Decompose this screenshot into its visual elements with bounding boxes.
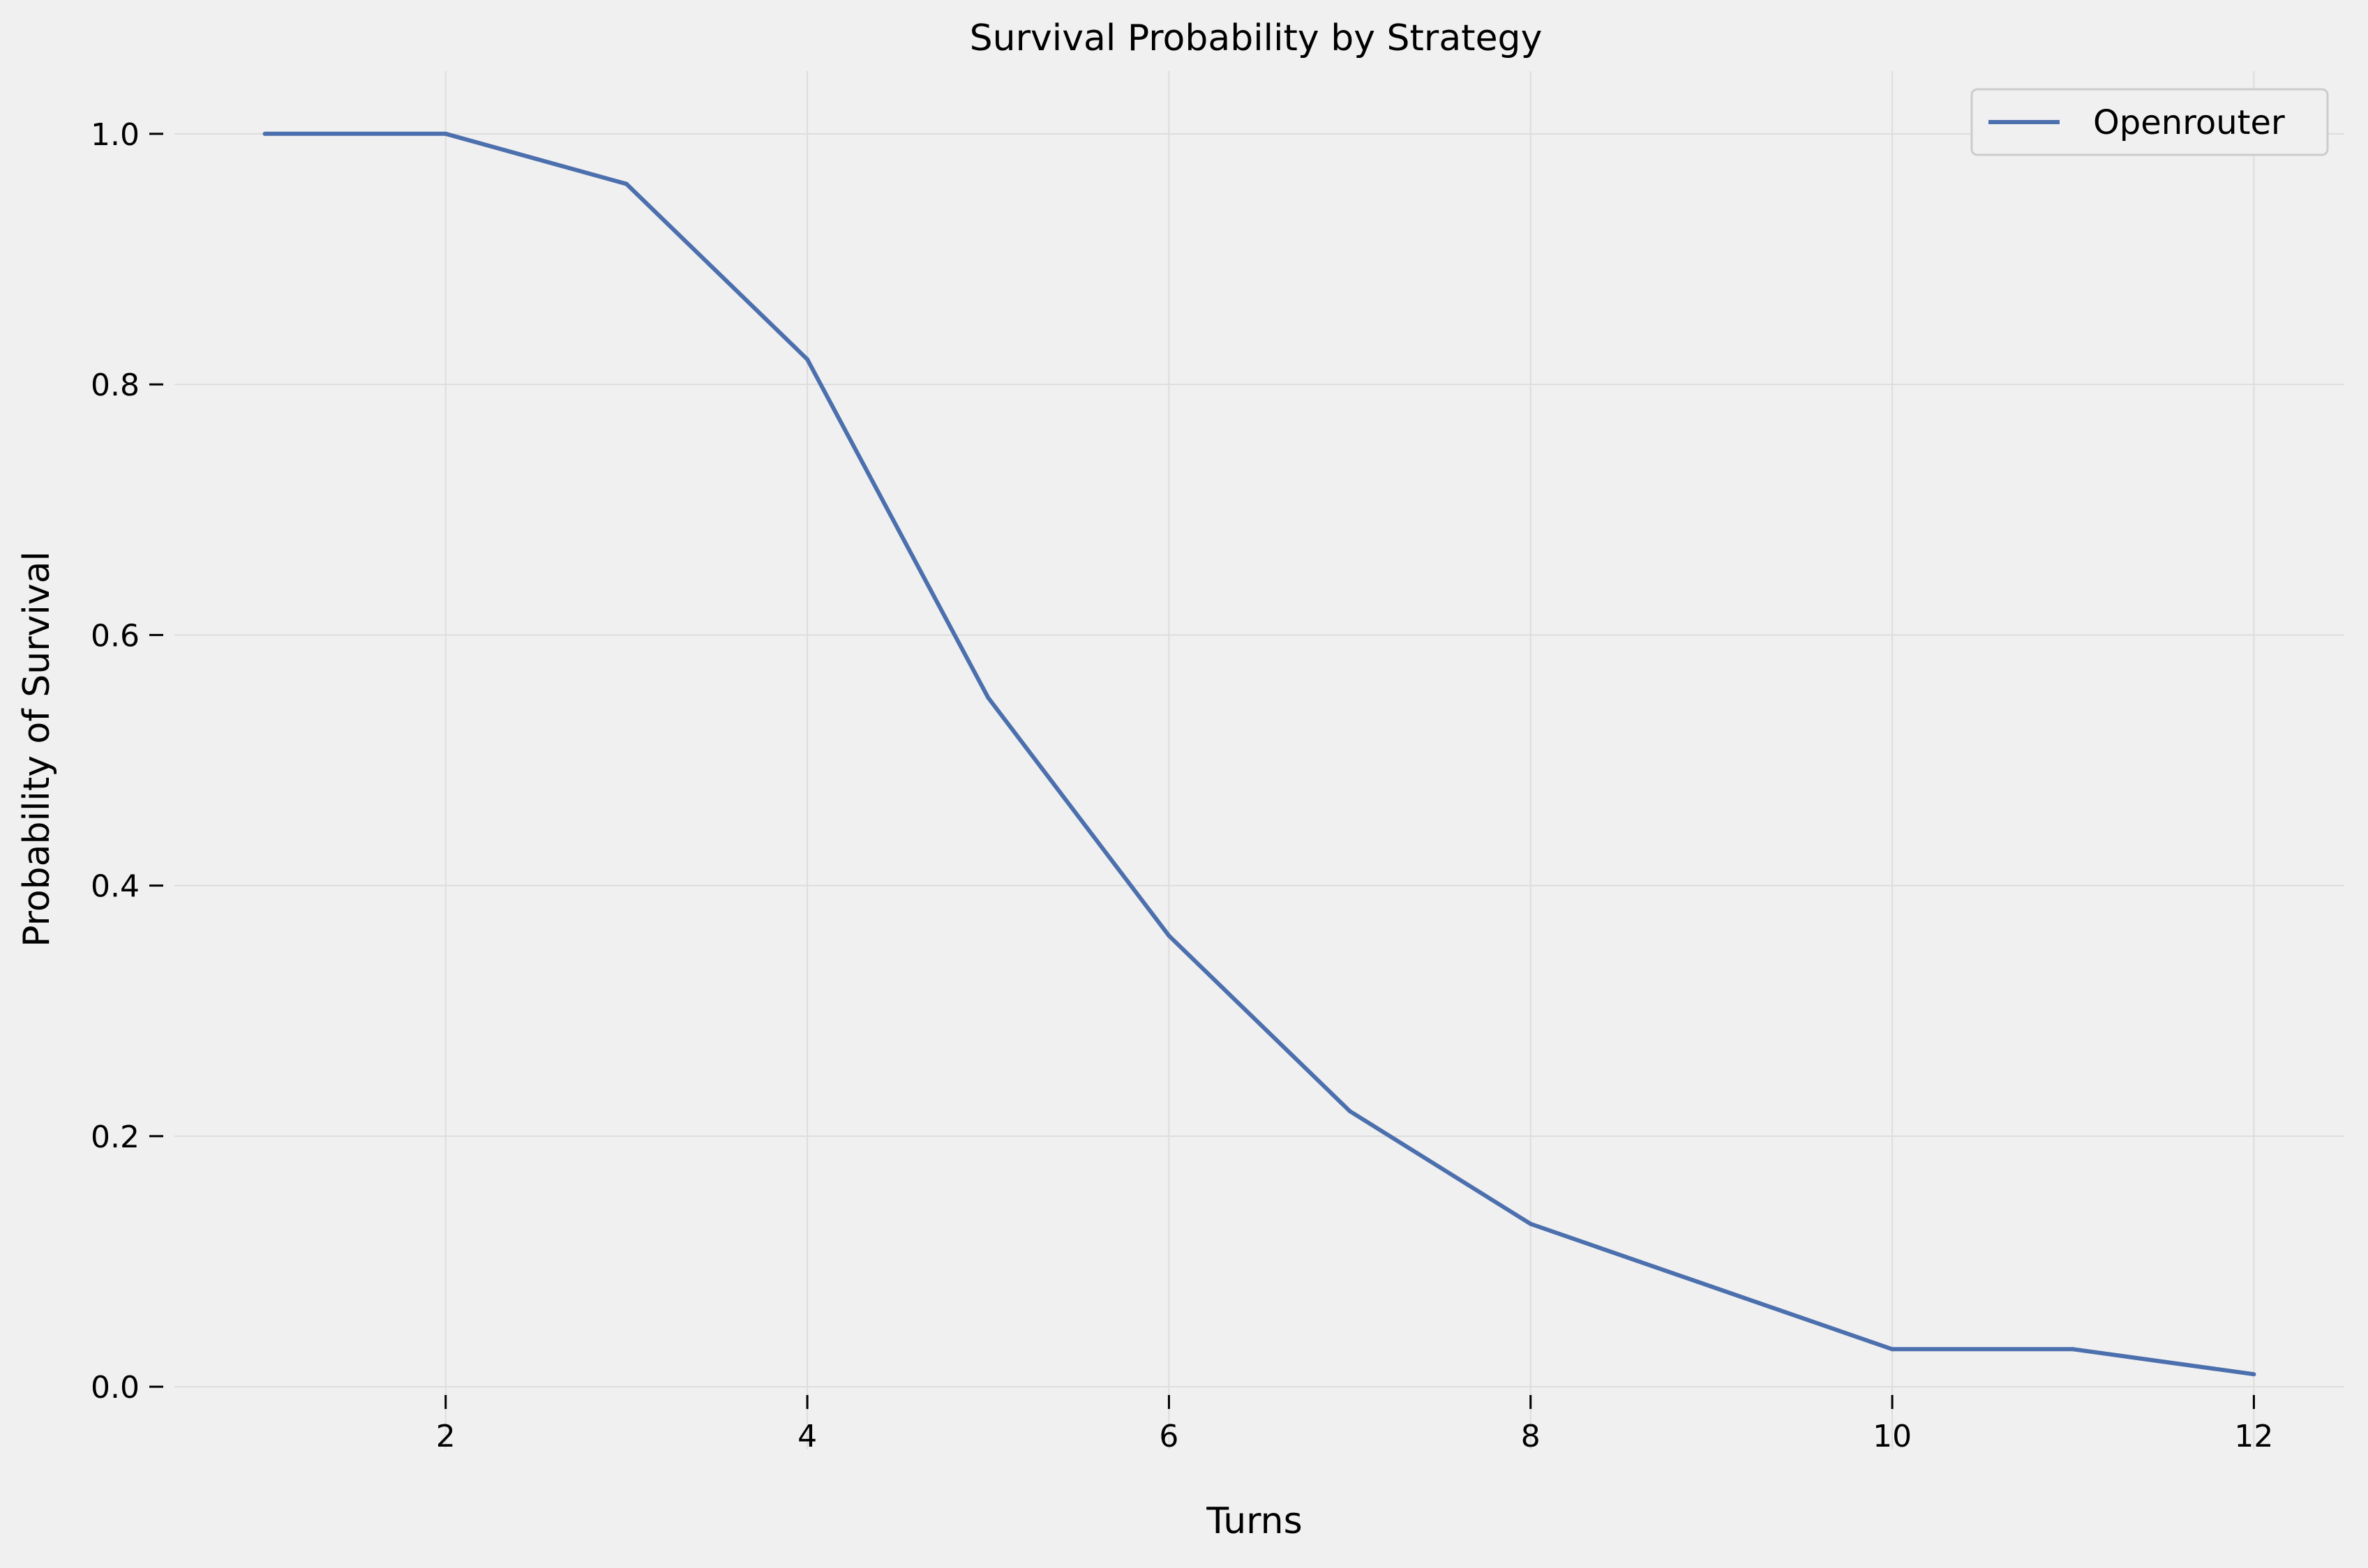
x-tick-label: 6 [1159,1419,1178,1454]
data-point [624,181,629,186]
data-point [262,131,267,136]
series-lines [262,131,2256,1377]
y-tick-label: 0.2 [91,1120,140,1155]
series-line-openrouter [264,131,2254,1377]
grid-lines [174,71,2344,1449]
data-point [1890,1347,1895,1352]
y-tick-label: 0.4 [91,869,140,905]
y-axis-label: Probability of Survival [16,551,58,947]
x-tick-label: 2 [436,1419,456,1454]
data-point [986,695,991,700]
x-tick-label: 10 [1873,1419,1912,1454]
data-point [805,357,810,362]
data-point [1167,933,1171,938]
data-point [443,131,448,136]
data-point [2071,1347,2076,1352]
data-point [2251,1372,2256,1377]
y-tick-label: 0.8 [91,368,140,403]
y-tick-label: 0.6 [91,618,140,654]
legend: Openrouter [1970,88,2329,156]
legend-label-openrouter: Openrouter [2093,103,2285,142]
axis-ticks: 2 4 6 8 10 12 0.0 0.2 0.4 0.6 0.8 1.0 [91,117,2273,1454]
legend-frame [1970,88,2329,156]
y-tick-label: 0.0 [91,1370,140,1405]
chart-title: Survival Probability by Strategy [970,17,1543,59]
x-tick-label: 8 [1521,1419,1541,1454]
x-tick-label: 12 [2234,1419,2273,1454]
x-axis-label: Turns [1206,1500,1302,1542]
data-point [1528,1221,1533,1226]
data-point [1347,1108,1352,1113]
x-tick-label: 4 [797,1419,817,1454]
y-tick-label: 1.0 [91,117,140,153]
data-point [1709,1284,1714,1289]
